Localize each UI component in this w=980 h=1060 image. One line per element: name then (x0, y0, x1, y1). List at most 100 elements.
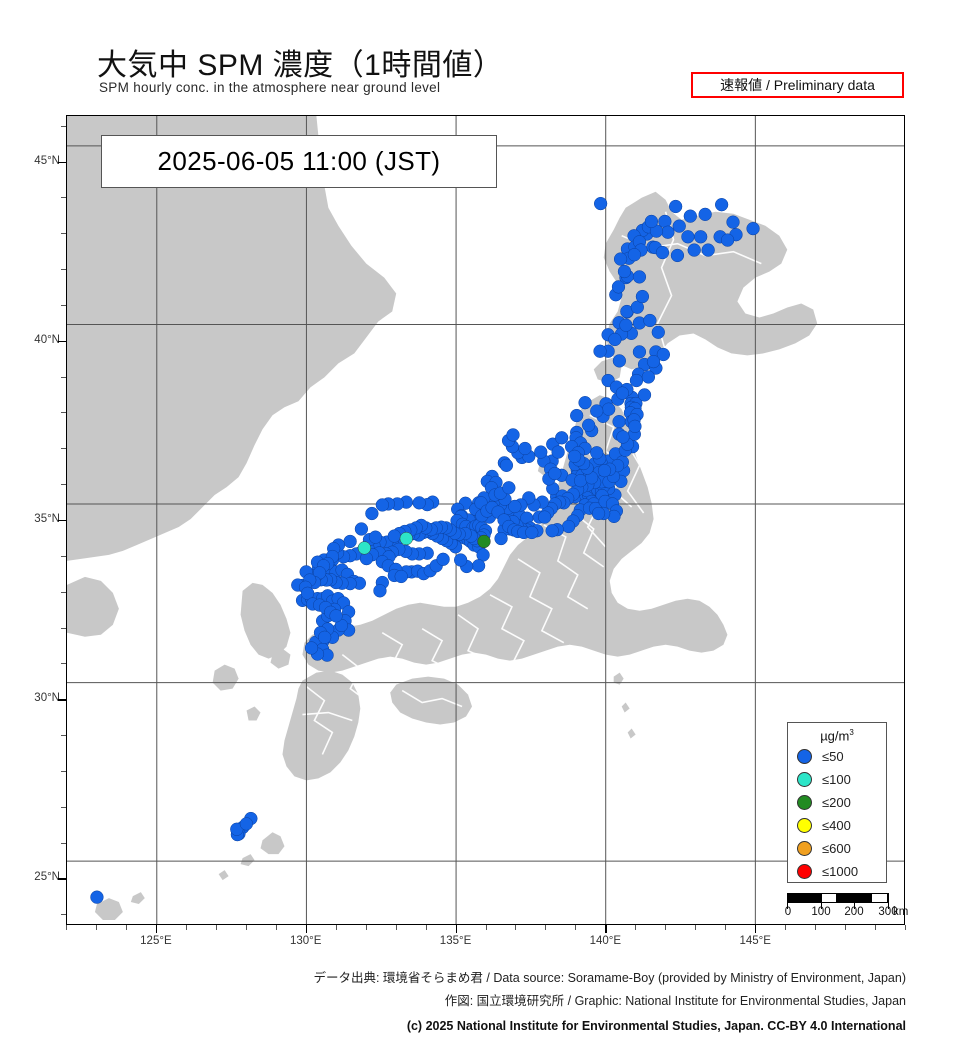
station-marker[interactable] (318, 630, 332, 644)
station-marker[interactable] (300, 586, 315, 600)
station-marker[interactable] (616, 430, 630, 444)
station-marker[interactable] (615, 386, 630, 400)
station-marker[interactable] (630, 300, 644, 314)
station-marker[interactable] (454, 553, 468, 567)
station-marker[interactable] (612, 354, 627, 368)
station-marker-elevated[interactable] (357, 541, 372, 555)
station-marker[interactable] (494, 531, 508, 546)
station-marker[interactable] (613, 252, 628, 266)
station-marker[interactable] (590, 404, 604, 418)
station-marker[interactable] (632, 270, 647, 284)
legend-color-dot (797, 864, 812, 880)
station-marker[interactable] (548, 466, 562, 481)
station-marker[interactable] (436, 552, 450, 566)
station-marker[interactable] (670, 248, 685, 263)
station-marker[interactable] (373, 584, 387, 598)
lon-minor-tick (485, 925, 487, 930)
station-marker[interactable] (534, 445, 548, 459)
lat-tick-mark (58, 520, 66, 522)
station-marker[interactable] (499, 458, 514, 472)
map-canvas[interactable] (66, 115, 905, 925)
station-marker[interactable] (635, 289, 650, 304)
station-marker[interactable] (726, 215, 740, 229)
station-marker[interactable] (698, 207, 712, 221)
station-marker[interactable] (593, 196, 608, 211)
lon-minor-tick (275, 925, 277, 930)
station-marker[interactable] (619, 318, 633, 332)
station-marker[interactable] (394, 569, 408, 584)
lat-minor-tick (61, 484, 66, 486)
station-marker[interactable] (239, 817, 254, 831)
station-marker[interactable] (687, 243, 701, 257)
station-marker[interactable] (701, 243, 715, 257)
scale-label-0: 0 (784, 906, 792, 918)
station-marker[interactable] (629, 373, 644, 388)
station-marker[interactable] (591, 506, 606, 521)
station-marker[interactable] (681, 230, 695, 244)
station-marker[interactable] (661, 225, 675, 239)
lon-tick-label: 125°E (140, 935, 172, 947)
station-marker[interactable] (518, 441, 532, 456)
station-marker[interactable] (375, 498, 389, 512)
station-marker[interactable] (669, 199, 683, 214)
station-marker[interactable] (637, 388, 652, 402)
station-marker[interactable] (656, 347, 671, 362)
scale-tick-0 (787, 893, 788, 909)
station-marker[interactable] (597, 463, 612, 478)
lat-tick-label: 40°N (34, 333, 60, 346)
station-marker[interactable] (683, 209, 697, 223)
station-marker[interactable] (643, 313, 657, 328)
station-marker[interactable] (655, 245, 670, 260)
station-marker[interactable] (611, 280, 626, 294)
station-marker[interactable] (471, 559, 486, 573)
station-marker[interactable] (329, 609, 343, 623)
station-marker[interactable] (545, 524, 559, 538)
station-marker[interactable] (561, 519, 576, 534)
station-marker-elevated[interactable] (477, 534, 491, 549)
station-marker[interactable] (602, 402, 616, 416)
station-marker[interactable] (354, 522, 369, 536)
station-marker[interactable] (720, 233, 735, 247)
station-marker[interactable] (90, 890, 104, 904)
station-marker[interactable] (627, 248, 641, 262)
scale-label-300: 300 (878, 906, 898, 918)
station-marker[interactable] (694, 230, 708, 244)
station-marker[interactable] (551, 445, 565, 459)
station-marker[interactable] (608, 332, 622, 347)
station-marker[interactable] (612, 415, 626, 429)
station-marker[interactable] (525, 525, 539, 540)
station-marker[interactable] (644, 214, 659, 229)
station-marker[interactable] (628, 419, 642, 433)
legend-row: ≤400 (788, 814, 886, 837)
station-marker[interactable] (567, 449, 582, 463)
station-marker[interactable] (343, 534, 357, 549)
station-marker[interactable] (368, 530, 383, 544)
station-marker[interactable] (538, 510, 552, 524)
spm-station-markers[interactable] (90, 196, 760, 904)
station-marker[interactable] (573, 474, 588, 488)
station-marker[interactable] (590, 446, 604, 460)
station-marker[interactable] (555, 431, 569, 445)
station-marker[interactable] (582, 418, 596, 432)
station-marker[interactable] (646, 354, 661, 369)
station-marker[interactable] (593, 344, 607, 358)
station-marker[interactable] (632, 345, 647, 359)
lon-tick-mark (455, 925, 457, 933)
station-marker[interactable] (651, 325, 665, 339)
station-marker[interactable] (412, 496, 426, 510)
station-marker[interactable] (570, 408, 584, 423)
legend-item-label: ≤100 (822, 772, 851, 788)
station-marker[interactable] (365, 506, 379, 521)
station-marker[interactable] (617, 264, 632, 279)
station-marker[interactable] (304, 641, 319, 655)
station-marker[interactable] (641, 370, 656, 384)
station-marker-elevated[interactable] (399, 531, 413, 546)
station-marker[interactable] (672, 219, 686, 233)
station-marker[interactable] (502, 481, 516, 495)
station-marker[interactable] (746, 221, 760, 236)
station-marker[interactable] (387, 529, 401, 543)
station-marker[interactable] (508, 499, 522, 514)
station-marker[interactable] (506, 428, 520, 442)
station-marker[interactable] (715, 198, 729, 212)
station-marker[interactable] (578, 396, 592, 410)
